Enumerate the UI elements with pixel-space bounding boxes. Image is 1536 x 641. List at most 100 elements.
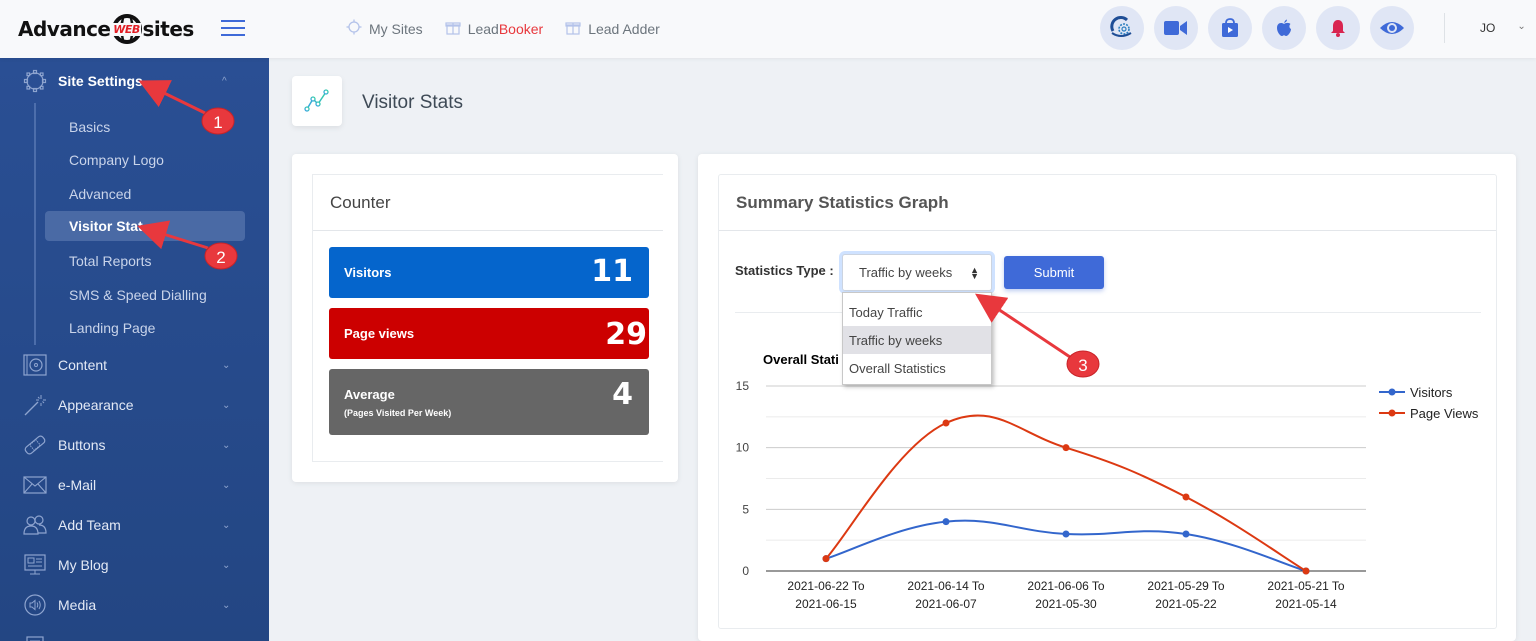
data-point xyxy=(822,555,830,563)
sidebar-item-appearance[interactable]: Appearance ⌄ xyxy=(0,385,269,425)
logo[interactable]: Advance WEB sites xyxy=(18,12,194,46)
gift-icon xyxy=(445,19,461,38)
data-point xyxy=(1062,444,1070,452)
page-views-label: Page views xyxy=(344,326,415,341)
sidebar-item-buttons[interactable]: Buttons ⌄ xyxy=(0,425,269,465)
bell-icon[interactable] xyxy=(1316,6,1360,50)
sidebar-item-label: Content xyxy=(58,357,108,373)
line-chart-icon xyxy=(304,89,329,112)
sidebar-item-my-blog[interactable]: My Blog ⌄ xyxy=(0,545,269,585)
x-tick-label: 2021-06-14 To 2021-06-07 xyxy=(907,579,985,611)
chevron-down-icon: ⌄ xyxy=(1517,21,1526,32)
option-traffic-by-weeks[interactable]: Traffic by weeks xyxy=(843,326,991,354)
play-store-icon[interactable] xyxy=(1208,6,1252,50)
x-tick-label: 2021-06-22 To 2021-06-15 xyxy=(787,579,865,611)
legend-label: Visitors xyxy=(1410,385,1453,400)
counter-card: Counter Visitors 11 Page views 29 Averag… xyxy=(292,154,678,482)
data-point xyxy=(942,518,950,526)
sidebar-subitem-sms-speed-dialling[interactable]: SMS & Speed Dialling xyxy=(69,287,207,303)
graph-title: Summary Statistics Graph xyxy=(719,175,1496,231)
sidebar-subitem-basics[interactable]: Basics xyxy=(69,119,111,135)
page-title: Visitor Stats xyxy=(362,92,464,113)
gift-icon xyxy=(565,19,581,38)
sidebar-item-email[interactable]: e-Mail ⌄ xyxy=(0,465,269,505)
sidebar-item-label: e-Mail xyxy=(58,477,97,493)
sidebar-item-site-settings[interactable]: Site Settings ^ xyxy=(0,61,269,101)
data-point xyxy=(1062,530,1070,538)
content-icon xyxy=(22,352,48,378)
chevron-down-icon: ⌄ xyxy=(222,519,231,531)
logo-text-left: Advance xyxy=(18,17,111,41)
data-point xyxy=(1182,493,1190,501)
submit-button[interactable]: Submit xyxy=(1004,256,1104,289)
envelope-icon xyxy=(22,472,48,498)
chevron-down-icon: ⌄ xyxy=(222,599,231,611)
nav-lead-adder-label: Lead Adder xyxy=(588,20,660,37)
sidebar-subitem-company-logo[interactable]: Company Logo xyxy=(69,152,164,168)
chevron-down-icon: ⌄ xyxy=(222,399,231,411)
page-title-icon-box xyxy=(292,76,342,126)
page-views-value: 29 xyxy=(605,317,647,352)
user-menu[interactable]: JO ⌄ xyxy=(1480,21,1526,35)
sidebar: Site Settings ^ Basics Company Logo Adva… xyxy=(0,58,269,641)
logo-text-right: sites xyxy=(142,17,195,41)
divider xyxy=(735,312,1481,313)
counter-panel: Counter Visitors 11 Page views 29 Averag… xyxy=(312,174,663,462)
apple-icon[interactable] xyxy=(1262,6,1306,50)
nav-leadbooker-label: LeadBooker xyxy=(467,20,544,37)
nav-my-sites-label: My Sites xyxy=(369,20,423,37)
x-tick-label: 2021-06-06 To 2021-05-30 xyxy=(1027,579,1105,611)
sidebar-item-content[interactable]: Content ⌄ xyxy=(0,345,269,385)
sidebar-subitem-visitor-stat[interactable]: Visitor Stat xyxy=(45,211,245,241)
option-overall-statistics[interactable]: Overall Statistics xyxy=(849,360,946,376)
sidebar-item-media[interactable]: Media ⌄ xyxy=(0,585,269,625)
average-sublabel: (Pages Visited Per Week) xyxy=(344,408,452,418)
sidebar-item-label: Buttons xyxy=(58,437,106,453)
y-tick-label: 5 xyxy=(742,502,749,516)
header-divider xyxy=(1444,13,1445,43)
nav-my-sites[interactable]: My Sites xyxy=(346,19,423,38)
sidebar-subitem-landing-page[interactable]: Landing Page xyxy=(69,320,156,336)
sidebar-item-label: Media xyxy=(58,597,97,613)
visitors-value: 11 xyxy=(591,254,633,289)
visitors-label: Visitors xyxy=(344,265,392,280)
average-stat: Average (Pages Visited Per Week) 4 xyxy=(329,369,649,435)
select-value: Traffic by weeks xyxy=(859,265,953,280)
legend-marker xyxy=(1388,409,1396,417)
sidebar-item-add-team[interactable]: Add Team ⌄ xyxy=(0,505,269,545)
globe-icon: WEB xyxy=(111,14,142,44)
document-icon xyxy=(22,632,48,641)
nav-lead-adder[interactable]: Lead Adder xyxy=(565,19,660,38)
data-point xyxy=(942,419,950,427)
sidebar-item-partial[interactable] xyxy=(0,625,269,641)
counter-title: Counter xyxy=(313,175,663,231)
option-today-traffic[interactable]: Today Traffic xyxy=(849,304,923,320)
user-initials: JO xyxy=(1480,21,1496,35)
sidebar-subitem-total-reports[interactable]: Total Reports xyxy=(69,253,152,269)
average-value: 4 xyxy=(612,377,633,412)
blog-icon xyxy=(22,552,48,578)
gear-outline-icon xyxy=(346,19,362,38)
line-chart: Overall Stati 0 5 10 15 2021-06-22 To 2021-06-… xyxy=(736,352,1479,611)
sidebar-subitem-advanced[interactable]: Advanced xyxy=(69,186,132,202)
visitors-stat: Visitors 11 xyxy=(329,247,649,298)
y-tick-label: 0 xyxy=(742,564,749,578)
data-point xyxy=(1302,567,1310,575)
submenu-guide-line xyxy=(34,103,36,345)
page-views-stat: Page views 29 xyxy=(329,308,649,359)
logo-text-web: WEB xyxy=(112,22,141,36)
chart-title: Overall Stati xyxy=(763,352,839,367)
statistics-type-select[interactable]: Traffic by weeks ▲ ▼ xyxy=(842,254,992,291)
graph-card: Summary Statistics Graph Statistics Type… xyxy=(698,154,1516,641)
site-settings-icon[interactable] xyxy=(1100,6,1144,50)
video-camera-icon[interactable] xyxy=(1154,6,1198,50)
chevron-up-icon: ^ xyxy=(222,75,227,87)
x-tick-label: 2021-05-29 To 2021-05-22 xyxy=(1147,579,1225,611)
eye-icon[interactable] xyxy=(1370,6,1414,50)
chevron-down-icon: ⌄ xyxy=(222,359,231,371)
x-tick-label: 2021-05-21 To 2021-05-14 xyxy=(1267,579,1345,611)
top-header: Advance WEB sites My Sites LeadBooker Le… xyxy=(0,0,1536,58)
nav-leadbooker[interactable]: LeadBooker xyxy=(445,19,544,38)
hamburger-menu-icon[interactable] xyxy=(221,20,245,36)
chevron-down-icon: ⌄ xyxy=(222,559,231,571)
